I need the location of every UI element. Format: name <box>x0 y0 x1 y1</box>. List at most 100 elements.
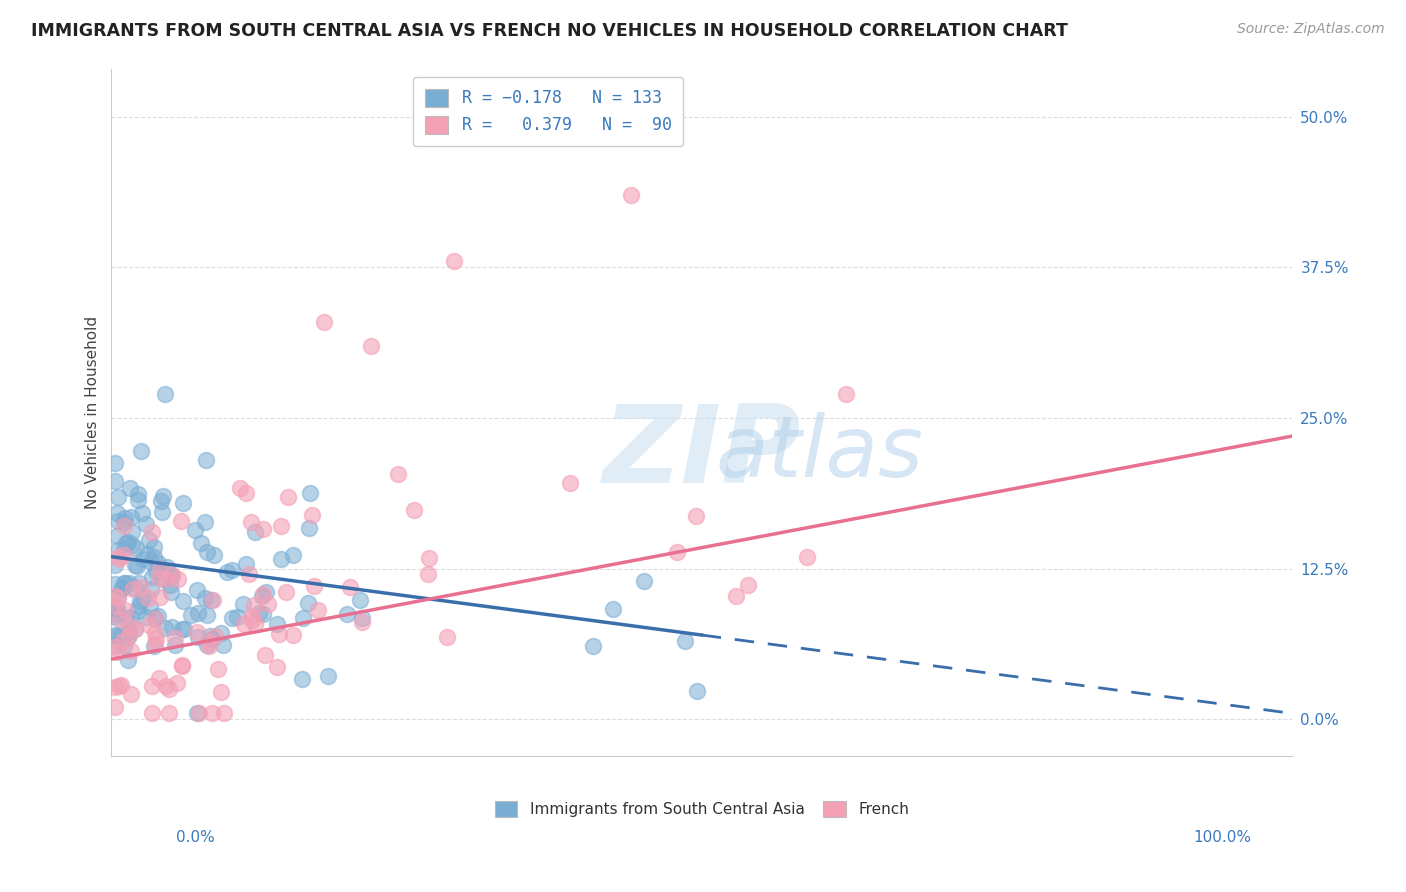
Point <box>184 523 207 537</box>
Point <box>252 522 274 536</box>
Point <box>107 590 129 604</box>
Point <box>127 486 149 500</box>
Legend: Immigrants from South Central Asia, French: Immigrants from South Central Asia, Fren… <box>488 796 915 823</box>
Point <box>162 567 184 582</box>
Point <box>141 524 163 539</box>
Point <box>602 601 624 615</box>
Point <box>190 535 212 549</box>
Point <box>301 508 323 522</box>
Point <box>104 558 127 572</box>
Point <box>197 635 219 649</box>
Point <box>225 610 247 624</box>
Point <box>117 653 139 667</box>
Point <box>235 557 257 571</box>
Point <box>266 659 288 673</box>
Point <box>207 662 229 676</box>
Point <box>135 610 157 624</box>
Point <box>202 592 225 607</box>
Point <box>114 511 136 525</box>
Point <box>117 630 139 644</box>
Point <box>153 387 176 401</box>
Point <box>104 602 127 616</box>
Point <box>274 584 297 599</box>
Point <box>198 629 221 643</box>
Point <box>796 550 818 565</box>
Point <box>243 617 266 632</box>
Point <box>129 594 152 608</box>
Point <box>202 549 225 563</box>
Point <box>195 545 218 559</box>
Point <box>281 627 304 641</box>
Point <box>172 495 194 509</box>
Point <box>201 706 224 721</box>
Point <box>194 516 217 530</box>
Point <box>665 545 688 559</box>
Point <box>200 593 222 607</box>
Point <box>104 607 127 622</box>
Point <box>104 599 127 614</box>
Point <box>165 631 187 645</box>
Point <box>737 577 759 591</box>
Point <box>186 706 208 721</box>
Point <box>254 585 277 599</box>
Point <box>139 582 162 596</box>
Point <box>143 639 166 653</box>
Y-axis label: No Vehicles in Household: No Vehicles in Household <box>86 316 100 508</box>
Point <box>242 614 264 628</box>
Point <box>188 706 211 721</box>
Point <box>686 684 709 698</box>
Point <box>170 659 193 673</box>
Point <box>307 603 329 617</box>
Point <box>238 567 260 582</box>
Point <box>194 453 217 467</box>
Point <box>114 576 136 591</box>
Point <box>235 485 257 500</box>
Point <box>107 549 129 564</box>
Point <box>256 597 278 611</box>
Point <box>127 493 149 508</box>
Point <box>136 591 159 605</box>
Point <box>204 629 226 643</box>
Point <box>120 644 142 658</box>
Point <box>172 593 194 607</box>
Point <box>436 630 458 644</box>
Text: atlas: atlas <box>716 412 924 495</box>
Point <box>835 387 858 401</box>
Point <box>198 639 221 653</box>
Point <box>104 681 127 695</box>
Point <box>118 624 141 639</box>
Point <box>249 606 271 620</box>
Point <box>170 514 193 528</box>
Point <box>157 706 180 721</box>
Point <box>160 585 183 599</box>
Point <box>105 601 128 615</box>
Point <box>157 682 180 697</box>
Point <box>141 706 163 721</box>
Point <box>108 612 131 626</box>
Point <box>240 608 263 623</box>
Point <box>114 602 136 616</box>
Point <box>172 622 194 636</box>
Point <box>360 339 382 353</box>
Point <box>107 645 129 659</box>
Point <box>131 444 153 458</box>
Point <box>673 634 696 648</box>
Point <box>124 558 146 572</box>
Point <box>143 611 166 625</box>
Point <box>112 519 135 533</box>
Point <box>270 519 292 533</box>
Point <box>252 587 274 601</box>
Point <box>128 576 150 591</box>
Point <box>142 541 165 555</box>
Point <box>402 503 425 517</box>
Point <box>212 706 235 721</box>
Point <box>112 542 135 557</box>
Point <box>129 580 152 594</box>
Point <box>186 582 208 597</box>
Point <box>149 590 172 604</box>
Point <box>139 555 162 569</box>
Point <box>418 551 440 566</box>
Point <box>187 630 209 644</box>
Point <box>281 548 304 562</box>
Point <box>146 608 169 623</box>
